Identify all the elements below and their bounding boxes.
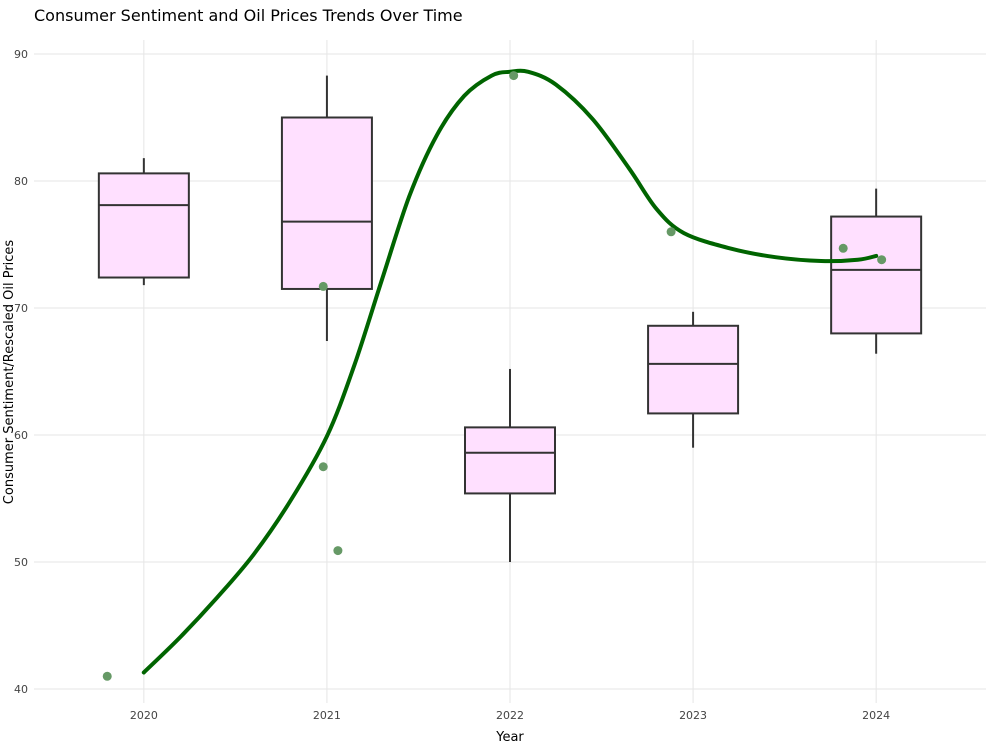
x-tick-labels: 2020 2021 2022 2023 2024 — [130, 709, 890, 722]
box-iqr — [464, 426, 556, 495]
box-2023 — [647, 311, 740, 448]
data-point — [318, 281, 328, 291]
x-tick-label: 2023 — [679, 709, 707, 722]
data-point — [838, 243, 848, 253]
y-tick-label: 90 — [14, 48, 28, 61]
box-2021 — [280, 75, 373, 342]
y-tick-label: 70 — [14, 302, 28, 315]
data-point — [666, 227, 676, 237]
data-point — [318, 462, 328, 472]
y-tick-labels: 40 50 60 70 80 90 — [14, 48, 28, 696]
data-point — [102, 671, 112, 681]
points — [102, 71, 887, 681]
data-point — [333, 546, 343, 556]
box-2024 — [830, 188, 923, 354]
x-axis-title: Year — [495, 730, 524, 744]
x-tick-label: 2022 — [496, 709, 524, 722]
x-tick-label: 2024 — [862, 709, 890, 722]
y-tick-label: 60 — [14, 429, 28, 442]
chart-title: Consumer Sentiment and Oil Prices Trends… — [34, 6, 463, 25]
box-2022 — [464, 368, 556, 562]
y-tick-label: 80 — [14, 175, 28, 188]
x-tick-label: 2021 — [313, 709, 341, 722]
x-tick-label: 2020 — [130, 709, 158, 722]
y-tick-label: 40 — [14, 683, 28, 696]
box-iqr — [97, 172, 190, 279]
y-axis-title: Consumer Sentiment/Rescaled Oil Prices — [2, 240, 17, 505]
box-iqr — [647, 324, 740, 415]
boxes — [97, 75, 923, 562]
data-point — [877, 255, 887, 265]
trend-line — [141, 68, 879, 675]
box-iqr — [830, 215, 923, 335]
data-point — [509, 71, 519, 81]
box-2020 — [97, 158, 190, 286]
y-tick-label: 50 — [14, 556, 28, 569]
box-iqr — [280, 116, 373, 290]
trend-layer — [141, 68, 879, 675]
